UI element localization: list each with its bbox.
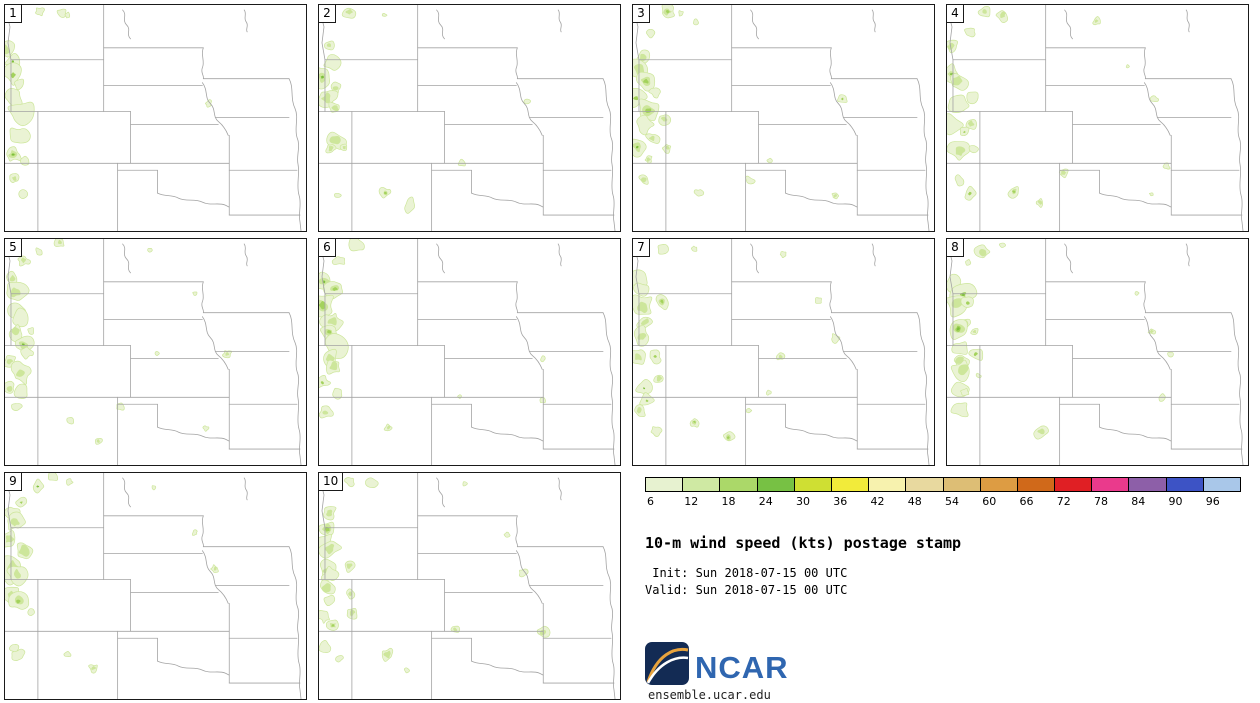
ensemble-member-panel: 8	[946, 238, 1249, 466]
colorbar-cell	[757, 478, 795, 491]
state-borders	[319, 473, 616, 699]
member-number-label: 2	[319, 5, 336, 23]
colorbar-tick: 6	[647, 495, 654, 508]
colorbar-tick: 36	[833, 495, 848, 508]
colorbar-cell	[720, 478, 758, 491]
member-number-label: 4	[947, 5, 964, 23]
ensemble-member-panel: 4	[946, 4, 1249, 232]
wind-speed-shading	[5, 239, 233, 445]
member-number-label: 3	[633, 5, 650, 23]
colorbar-tick: 48	[907, 495, 922, 508]
state-borders	[5, 239, 302, 465]
plot-title: 10-m wind speed (kts) postage stamp	[645, 534, 962, 552]
colorbar-tick: 96	[1205, 495, 1220, 508]
state-outline-map	[319, 239, 616, 465]
colorbar-cell	[646, 478, 684, 491]
colorbar-cell	[831, 478, 870, 491]
state-outline-map	[947, 239, 1244, 465]
logo-arc-icon	[646, 647, 689, 683]
ncar-logo: NCAR	[645, 642, 789, 685]
ensemble-member-panel: 2	[318, 4, 621, 232]
colorbar-tick: 42	[870, 495, 885, 508]
colorbar-tick: 84	[1131, 495, 1146, 508]
wind-speed-shading	[633, 243, 841, 442]
state-borders	[5, 473, 302, 699]
wind-speed-shading	[319, 239, 546, 432]
wind-speed-shading	[5, 7, 212, 199]
colorbar-cell	[869, 478, 907, 491]
colorbar-ticks: 6 12 18 24 30 36 42 48 54 60 66 72 78 84 90 96	[645, 495, 1241, 510]
ensemble-member-panel: 6	[318, 238, 621, 466]
colorbar-tick: 30	[796, 495, 810, 508]
wind-speed-shading	[633, 5, 848, 200]
colorbar-cell	[1166, 478, 1204, 491]
state-outline-map	[633, 239, 930, 465]
ensemble-member-panel: 9	[4, 472, 307, 700]
member-number-label: 5	[5, 239, 22, 257]
colorbar	[645, 477, 1241, 492]
state-borders	[633, 5, 930, 231]
ensemble-member-panel: 7	[632, 238, 935, 466]
colorbar-cell	[794, 478, 832, 491]
ensemble-member-panel: 5	[4, 238, 307, 466]
valid-time: Valid: Sun 2018-07-15 00 UTC	[645, 583, 848, 597]
wind-speed-shading	[319, 477, 551, 674]
state-outline-map	[5, 473, 302, 699]
colorbar-tick: 78	[1094, 495, 1108, 508]
ncar-logo-text: NCAR	[695, 650, 789, 685]
colorbar-tick: 24	[758, 495, 773, 508]
colorbar-cell	[906, 478, 944, 491]
colorbar-tick: 66	[1019, 495, 1034, 508]
colorbar-tick: 90	[1168, 495, 1183, 508]
member-number-label: 10	[319, 473, 344, 491]
state-outline-map	[319, 473, 616, 699]
ensemble-member-panel: 3	[632, 4, 935, 232]
ncar-branding: NCAR ensemble.ucar.edu	[645, 641, 1241, 702]
ensemble-member-panel: 10	[318, 472, 621, 700]
legend-block: 6 12 18 24 30 36 42 48 54 60 66 72 78 84 90 96 10-m win…	[645, 477, 1241, 702]
member-number-label: 8	[947, 239, 964, 257]
wind-speed-shading	[947, 242, 1174, 440]
colorbar-tick: 18	[721, 495, 736, 508]
colorbar-cell	[1055, 478, 1093, 491]
member-number-label: 1	[5, 5, 22, 23]
ensemble-member-panel: 1	[4, 4, 307, 232]
member-number-label: 7	[633, 239, 650, 257]
colorbar-tick: 72	[1056, 495, 1071, 508]
wind-speed-shading	[5, 473, 219, 674]
colorbar-cell	[980, 478, 1018, 491]
member-number-label: 9	[5, 473, 22, 491]
state-outline-map	[5, 239, 302, 465]
state-borders	[633, 239, 930, 465]
colorbar-cell	[1129, 478, 1167, 491]
colorbar-cell	[1017, 478, 1056, 491]
colorbar-tick: 60	[982, 495, 997, 508]
colorbar-tick: 54	[945, 495, 959, 508]
wind-speed-shading	[947, 5, 1171, 208]
site-url: ensemble.ucar.edu	[648, 688, 771, 702]
member-number-label: 6	[319, 239, 336, 257]
state-outline-map	[5, 5, 302, 231]
state-outline-map	[633, 5, 930, 231]
state-outline-map	[319, 5, 616, 231]
wind-speed-shading	[319, 7, 531, 214]
state-borders	[5, 5, 302, 231]
state-outline-map	[947, 5, 1244, 231]
colorbar-cell	[1092, 478, 1130, 491]
colorbar-cell	[683, 478, 721, 491]
state-borders	[319, 239, 616, 465]
state-borders	[947, 5, 1244, 231]
state-borders	[947, 239, 1244, 465]
colorbar-tick: 12	[684, 495, 699, 508]
logo-arc-icon	[646, 656, 689, 684]
colorbar-cell	[1203, 478, 1240, 491]
init-time: Init: Sun 2018-07-15 00 UTC	[645, 566, 848, 580]
colorbar-cell	[943, 478, 981, 491]
state-borders	[319, 5, 616, 231]
